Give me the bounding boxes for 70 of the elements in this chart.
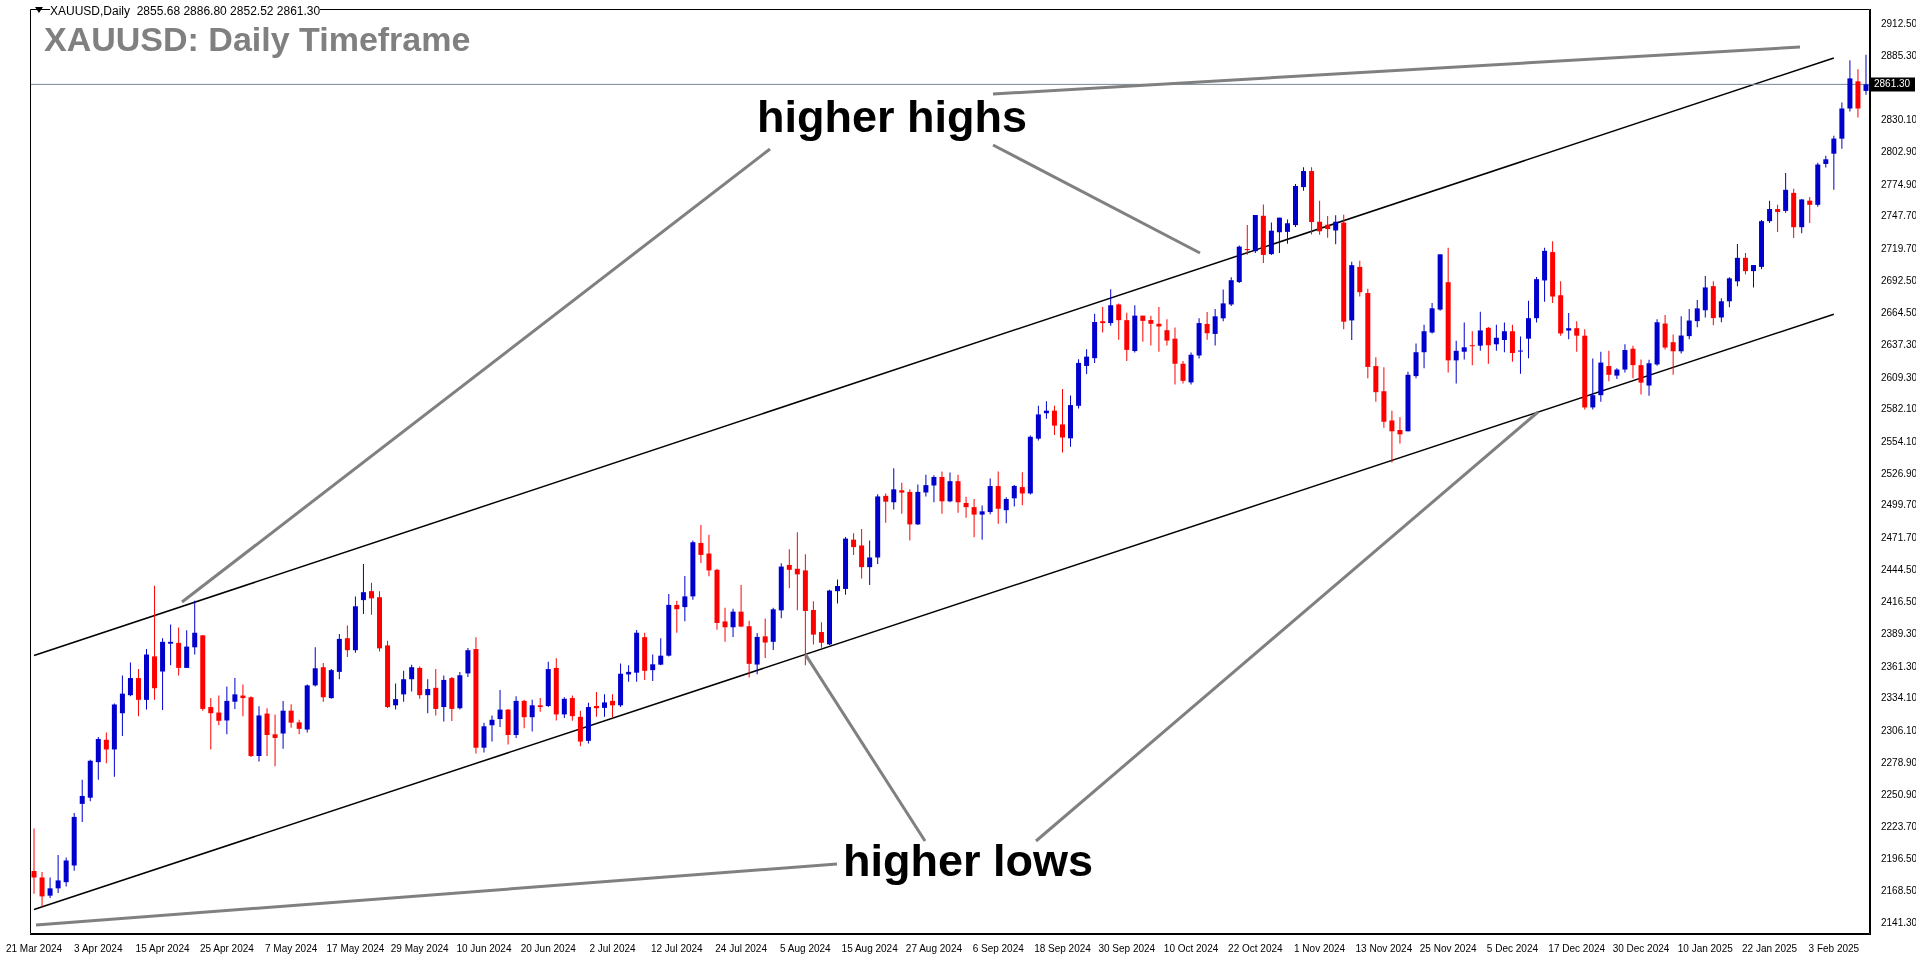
annotation: higher lows xyxy=(843,835,1094,886)
x-tick-label: 27 Aug 2024 xyxy=(905,942,963,954)
ref-line-label: 2861.30 xyxy=(1874,78,1911,90)
y-tick-label: 2637.30 xyxy=(1881,339,1916,351)
y-tick-label: 2747.70 xyxy=(1881,210,1916,222)
x-tick-label: 17 May 2024 xyxy=(326,942,385,954)
candlestick xyxy=(168,624,174,666)
x-tick-label: 3 Feb 2025 xyxy=(1808,942,1860,954)
y-tick-label: 2609.30 xyxy=(1881,371,1916,383)
y-tick-label: 2499.70 xyxy=(1881,499,1916,511)
y-tick-label: 2526.90 xyxy=(1881,467,1916,479)
x-tick-label: 17 Dec 2024 xyxy=(1548,942,1606,954)
x-tick-label: 25 Apr 2024 xyxy=(199,942,255,954)
chart-title: XAUUSD: Daily Timeframe xyxy=(44,20,471,59)
x-tick-label: 22 Jan 2025 xyxy=(1742,942,1798,954)
annotation: XAUUSD,Daily 2855.68 2886.80 2852.52 2861.30 xyxy=(50,4,321,19)
y-tick-label: 2250.90 xyxy=(1881,789,1916,801)
y-tick-label: 2774.90 xyxy=(1881,178,1916,190)
x-tick-label: 7 May 2024 xyxy=(265,942,318,954)
candlestick xyxy=(899,482,905,514)
x-tick-label: 10 Oct 2024 xyxy=(1163,942,1219,954)
candlestick xyxy=(1100,307,1106,333)
y-tick-label: 2719.70 xyxy=(1881,243,1916,255)
y-tick-label: 2361.30 xyxy=(1881,660,1916,672)
x-tick-label: 22 Oct 2024 xyxy=(1228,942,1284,954)
y-tick-label: 2664.50 xyxy=(1881,307,1916,319)
x-tick-label: 6 Sep 2024 xyxy=(972,942,1025,954)
x-tick-label: 13 Nov 2024 xyxy=(1355,942,1413,954)
candlestick xyxy=(1517,336,1523,374)
x-tick-label: 21 Mar 2024 xyxy=(5,942,63,954)
candlestick xyxy=(1469,331,1475,366)
annotation: higher highs xyxy=(757,91,1027,142)
y-tick-label: 2885.30 xyxy=(1881,50,1916,62)
x-tick-label: 15 Aug 2024 xyxy=(841,942,899,954)
y-tick-label: 2692.50 xyxy=(1881,274,1916,286)
y-tick-label: 2912.50 xyxy=(1881,18,1916,30)
y-tick-label: 2830.10 xyxy=(1881,114,1916,126)
candlestick xyxy=(31,828,37,894)
x-tick-label: 5 Dec 2024 xyxy=(1486,942,1539,954)
y-tick-label: 2196.50 xyxy=(1881,852,1916,864)
y-tick-label: 2334.10 xyxy=(1881,692,1916,704)
y-tick-label: 2223.70 xyxy=(1881,820,1916,832)
y-tick-label: 2278.90 xyxy=(1881,756,1916,768)
x-tick-label: 1 Nov 2024 xyxy=(1294,942,1346,954)
y-tick-label: 2306.10 xyxy=(1881,724,1916,736)
y-tick-label: 2582.10 xyxy=(1881,403,1916,415)
x-tick-label: 30 Dec 2024 xyxy=(1612,942,1670,954)
y-tick-label: 2444.50 xyxy=(1881,563,1916,575)
y-tick-label: 2141.30 xyxy=(1881,916,1916,928)
x-tick-label: 10 Jan 2025 xyxy=(1677,942,1734,954)
x-tick-label: 2 Jul 2024 xyxy=(589,942,637,954)
x-tick-label: 12 Jul 2024 xyxy=(650,942,704,954)
x-tick-label: 3 Apr 2024 xyxy=(74,942,123,954)
y-tick-label: 2416.50 xyxy=(1881,596,1916,608)
x-tick-label: 5 Aug 2024 xyxy=(780,942,832,954)
x-tick-label: 29 May 2024 xyxy=(390,942,450,954)
x-tick-label: 25 Nov 2024 xyxy=(1419,942,1477,954)
y-tick-label: 2471.70 xyxy=(1881,532,1916,543)
y-tick-label: 2802.90 xyxy=(1881,146,1916,158)
candlestick xyxy=(593,691,599,717)
x-tick-label: 18 Sep 2024 xyxy=(1034,942,1092,954)
x-tick-label: 20 Jun 2024 xyxy=(520,942,577,954)
x-tick-label: 10 Jun 2024 xyxy=(456,942,512,954)
x-tick-label: 30 Sep 2024 xyxy=(1098,942,1156,954)
y-tick-label: 2168.50 xyxy=(1881,885,1916,897)
x-tick-label: 15 Apr 2024 xyxy=(135,942,190,954)
candlestick xyxy=(272,714,278,767)
x-tick-label: 24 Jul 2024 xyxy=(715,942,768,954)
y-tick-label: 2389.30 xyxy=(1881,628,1916,639)
y-tick-label: 2554.10 xyxy=(1881,436,1916,448)
